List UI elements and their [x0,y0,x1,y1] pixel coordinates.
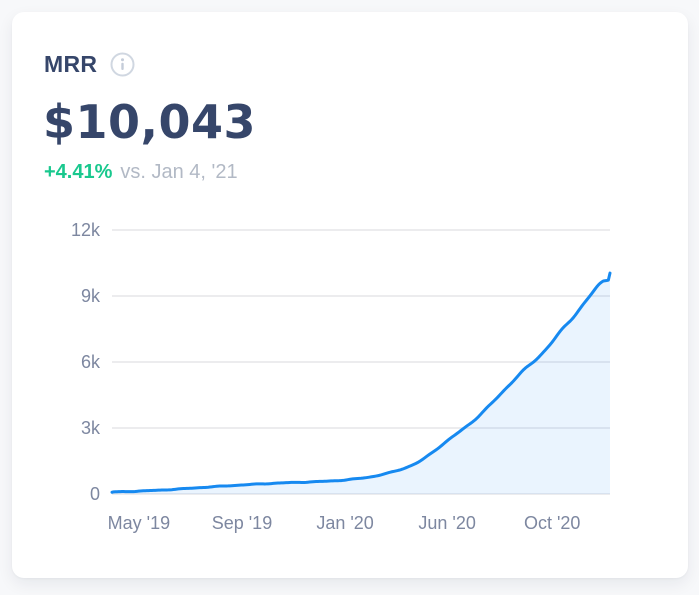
mrr-area-fill [112,273,610,494]
delta-percent: +4.41% [44,161,113,183]
card-header: MRR [44,51,135,77]
card-title: MRR [44,51,98,77]
delta-row: +4.41% vs. Jan 4, '21 [44,160,238,184]
metric-value: $10,043 [43,95,257,149]
mrr-chart: 0 3k 6k 9k 12k May '19 Sep '19 Jan '20 Jun '20 Oc… [12,12,688,578]
info-icon-glyph [110,52,135,76]
delta-comparison-label: vs. Jan 4, '21 [120,161,238,183]
info-icon[interactable] [110,52,135,77]
mrr-chart-plot[interactable] [12,12,688,578]
mrr-metric-card: MRR $10,043 +4.41% vs. Jan 4, '21 0 3k 6k 9… [12,12,688,578]
mrr-line-series [110,271,612,494]
